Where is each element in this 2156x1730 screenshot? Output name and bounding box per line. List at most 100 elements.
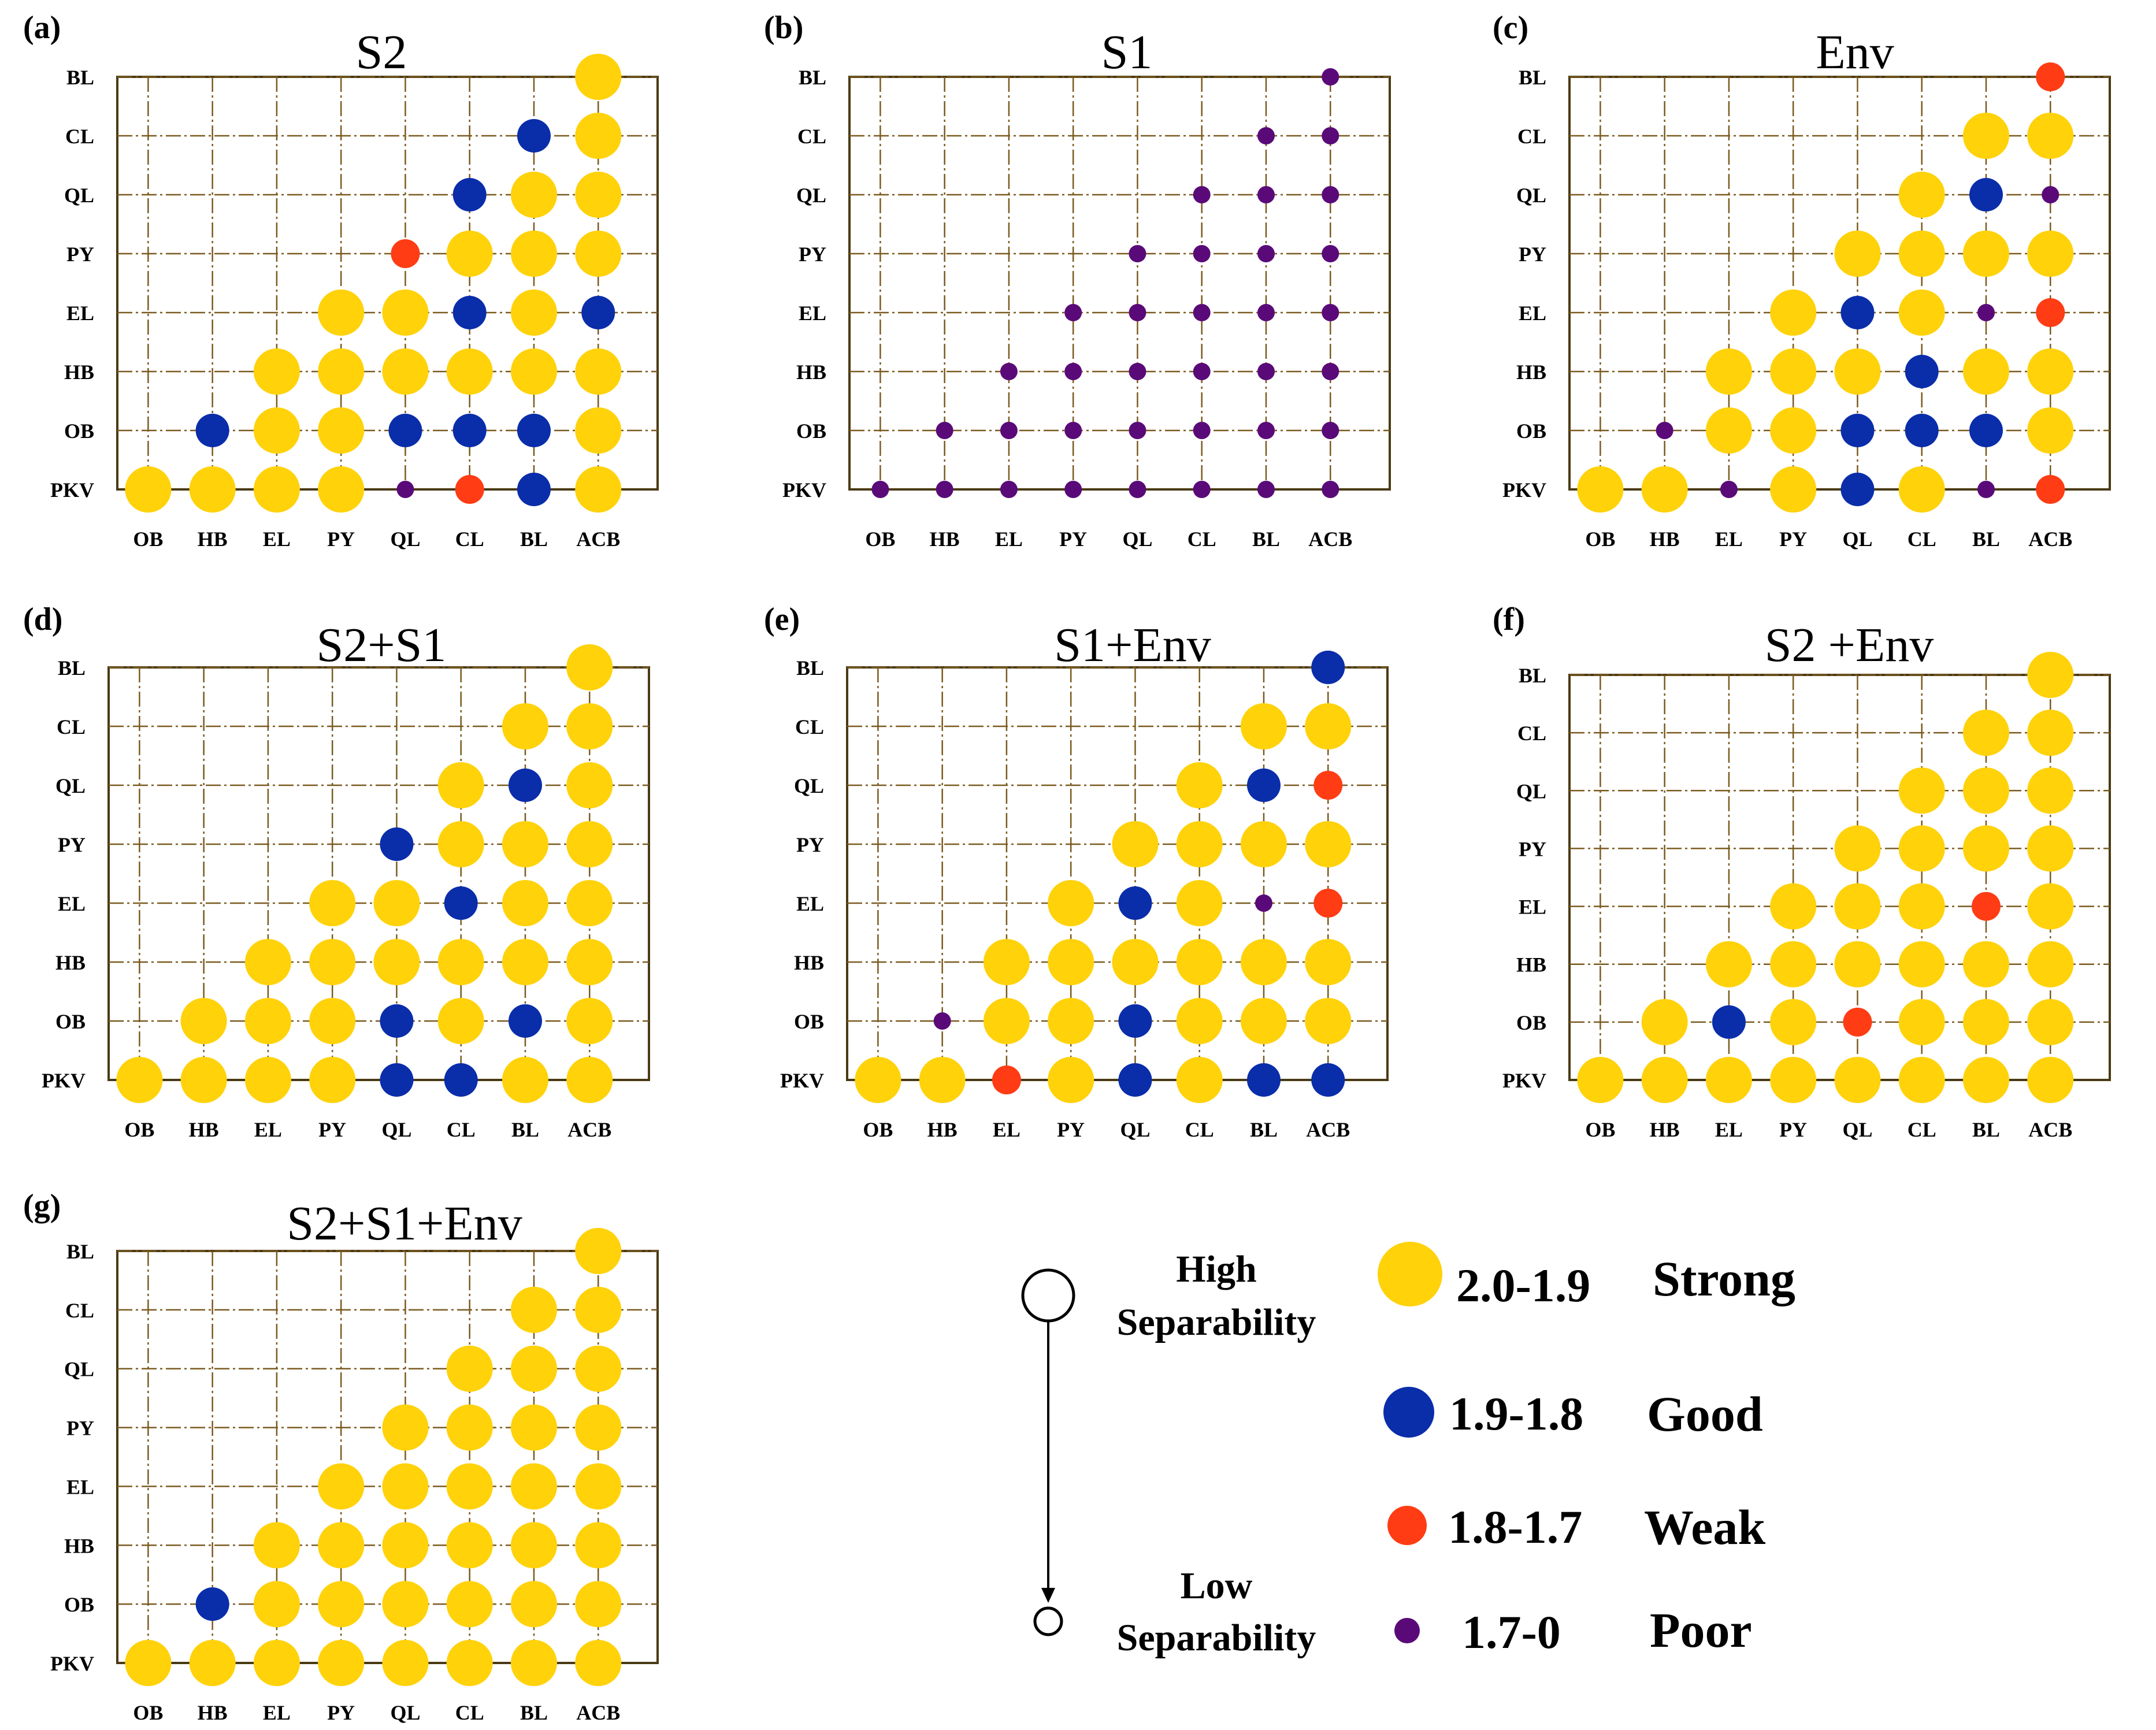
x-tick-label: ACB bbox=[567, 1118, 611, 1141]
marker-poor bbox=[1977, 304, 1995, 321]
panel-b: (b) S1 PKV OB HB EL PY QL CL BL OB HB EL PY QL CL BL ACB bbox=[764, 10, 1391, 551]
marker-poor bbox=[1193, 245, 1211, 262]
x-tick-label: PY bbox=[1057, 1118, 1085, 1141]
marker-weak bbox=[391, 239, 420, 268]
marker-strong bbox=[1898, 883, 1945, 930]
marker-good bbox=[1118, 886, 1152, 920]
y-tick-label: HB bbox=[796, 361, 826, 384]
marker-strong bbox=[1705, 1057, 1752, 1103]
marker-weak bbox=[1313, 889, 1343, 918]
marker-strong bbox=[575, 348, 622, 395]
y-tick-label: CL bbox=[57, 715, 86, 738]
marker-strong bbox=[1962, 231, 2009, 277]
marker-strong bbox=[575, 1463, 622, 1510]
panel-title: S2+S1+Env bbox=[287, 1197, 522, 1250]
y-tick-label: BL bbox=[66, 66, 94, 89]
y-tick-label: OB bbox=[796, 419, 826, 443]
marker-strong bbox=[1705, 407, 1752, 454]
marker-strong bbox=[566, 998, 613, 1044]
marker-poor bbox=[1322, 127, 1339, 144]
marker-strong bbox=[575, 1286, 622, 1333]
marker-strong bbox=[309, 998, 356, 1044]
marker-strong bbox=[1898, 172, 1945, 218]
y-tick-label: PKV bbox=[1502, 478, 1546, 502]
marker-good bbox=[195, 414, 229, 447]
marker-strong bbox=[2027, 1057, 2074, 1103]
marker-strong bbox=[1048, 998, 1094, 1044]
x-tick-label: EL bbox=[263, 1701, 291, 1724]
marker-weak bbox=[1313, 771, 1343, 800]
y-tick-label: HB bbox=[794, 951, 824, 974]
marker-poor bbox=[1193, 481, 1211, 498]
y-tick-label: EL bbox=[796, 892, 824, 915]
marker-strong bbox=[2027, 652, 2074, 698]
legend-strong-marker bbox=[1378, 1242, 1442, 1306]
x-tick-label: EL bbox=[993, 1118, 1021, 1141]
y-tick-label: EL bbox=[1519, 896, 1546, 919]
y-tick-label: PKV bbox=[1502, 1069, 1546, 1092]
x-tick-label: HB bbox=[1650, 528, 1680, 551]
marker-strong bbox=[1705, 941, 1752, 987]
x-tick-label: EL bbox=[995, 528, 1023, 551]
marker-strong bbox=[1962, 998, 2009, 1045]
legend-high-line1: High bbox=[1176, 1248, 1256, 1290]
marker-poor bbox=[396, 481, 414, 498]
marker-strong bbox=[2027, 883, 2074, 930]
marker-strong bbox=[1048, 880, 1094, 926]
marker-good bbox=[1905, 355, 1939, 388]
marker-strong bbox=[1305, 703, 1352, 749]
y-tick-label: EL bbox=[58, 892, 86, 915]
marker-strong bbox=[575, 1228, 622, 1274]
x-tick-label: CL bbox=[455, 528, 484, 551]
x-tick-label: CL bbox=[1188, 528, 1216, 551]
marker-strong bbox=[1112, 821, 1159, 867]
marker-strong bbox=[510, 1404, 557, 1451]
y-tick-label: CL bbox=[795, 715, 824, 738]
x-tick-label: PY bbox=[1059, 528, 1087, 551]
marker-good bbox=[452, 414, 487, 447]
marker-poor bbox=[1257, 186, 1275, 203]
marker-weak bbox=[1971, 892, 2001, 921]
x-tick-label: BL bbox=[1252, 528, 1280, 551]
marker-weak bbox=[2036, 298, 2065, 327]
marker-poor bbox=[1257, 481, 1275, 498]
legend-low-line1: Low bbox=[1181, 1565, 1253, 1607]
x-tick-label: CL bbox=[455, 1701, 484, 1724]
marker-strong bbox=[2027, 407, 2074, 454]
marker-strong bbox=[1898, 466, 1945, 513]
marker-strong bbox=[446, 1581, 493, 1628]
y-tick-label: OB bbox=[64, 419, 94, 443]
y-tick-label: PY bbox=[58, 833, 86, 856]
marker-weak bbox=[455, 475, 484, 504]
y-tick-label: EL bbox=[1519, 302, 1546, 325]
marker-strong bbox=[253, 1581, 300, 1628]
marker-strong bbox=[566, 703, 613, 749]
marker-strong bbox=[575, 1581, 622, 1628]
x-tick-label: QL bbox=[390, 528, 420, 551]
marker-strong bbox=[1898, 1057, 1945, 1103]
y-tick-label: QL bbox=[64, 1358, 94, 1381]
marker-strong bbox=[1770, 407, 1817, 454]
legend-good-range: 1.9-1.8 bbox=[1449, 1387, 1583, 1440]
x-tick-label: OB bbox=[124, 1118, 154, 1141]
marker-strong bbox=[575, 231, 622, 277]
marker-strong bbox=[510, 1522, 557, 1569]
y-tick-label: BL bbox=[1519, 664, 1546, 687]
marker-strong bbox=[1962, 825, 2009, 872]
marker-strong bbox=[437, 998, 484, 1044]
marker-strong bbox=[189, 1640, 236, 1686]
marker-strong bbox=[575, 407, 622, 454]
marker-strong bbox=[510, 289, 557, 336]
marker-poor bbox=[1257, 422, 1275, 439]
marker-strong bbox=[2027, 941, 2074, 987]
marker-poor bbox=[1000, 481, 1018, 498]
marker-poor bbox=[1257, 245, 1275, 262]
y-tick-label: BL bbox=[66, 1240, 94, 1263]
y-tick-label: HB bbox=[1516, 361, 1546, 384]
marker-strong bbox=[446, 348, 493, 395]
marker-good bbox=[517, 119, 551, 153]
marker-strong bbox=[253, 466, 300, 513]
marker-poor bbox=[1129, 363, 1146, 380]
legend: High Separability Low Separability 2.0-1… bbox=[1021, 1242, 1795, 1659]
